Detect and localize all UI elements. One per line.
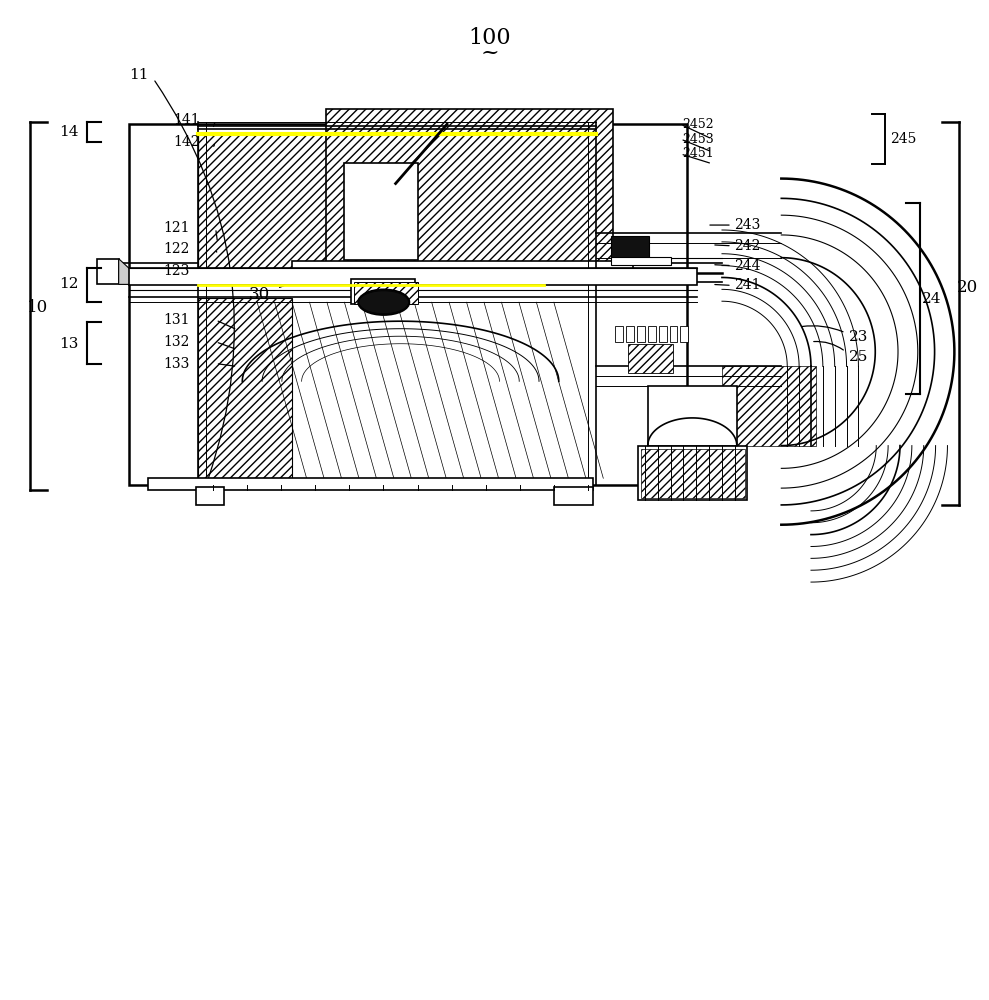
Bar (670, 326, 677, 342)
Text: 20: 20 (956, 279, 978, 296)
Bar (611, 257, 671, 265)
Text: 121: 121 (163, 221, 190, 235)
Bar (542, 134, 596, 268)
Bar (641, 449, 745, 498)
Text: 100: 100 (468, 27, 511, 49)
Bar (129, 268, 697, 285)
Bar (637, 326, 645, 342)
Bar (148, 478, 593, 490)
Bar (680, 326, 688, 342)
Text: 133: 133 (163, 357, 190, 371)
Text: 242: 242 (734, 239, 761, 253)
Bar (354, 282, 418, 304)
Text: 245: 245 (890, 132, 917, 146)
Bar (351, 279, 415, 304)
Text: 13: 13 (59, 337, 79, 351)
Text: 131: 131 (163, 313, 190, 327)
Text: 25: 25 (849, 350, 868, 364)
Bar (198, 134, 539, 268)
Text: 2452: 2452 (682, 118, 714, 131)
Text: 24: 24 (922, 292, 942, 306)
Ellipse shape (359, 291, 408, 314)
Text: 241: 241 (734, 278, 761, 292)
Text: 2451: 2451 (682, 147, 714, 160)
Bar (344, 163, 418, 260)
Polygon shape (119, 259, 146, 284)
Text: 132: 132 (163, 335, 190, 349)
Text: 123: 123 (163, 264, 190, 278)
Bar (611, 236, 649, 258)
Bar (659, 326, 667, 342)
Bar (626, 326, 634, 342)
Bar (129, 124, 687, 485)
Text: 30: 30 (248, 286, 270, 303)
Bar (292, 261, 633, 282)
Text: 2453: 2453 (682, 133, 714, 146)
Bar (554, 487, 593, 505)
Text: 10: 10 (27, 299, 48, 316)
Bar (722, 366, 816, 446)
Bar (628, 344, 673, 373)
Ellipse shape (358, 289, 409, 315)
Text: 244: 244 (734, 259, 761, 273)
Text: 141: 141 (173, 113, 200, 127)
Bar (638, 446, 747, 500)
Bar (615, 326, 623, 342)
Text: 14: 14 (59, 125, 79, 139)
Bar (198, 298, 292, 478)
Bar (648, 326, 656, 342)
Bar (97, 259, 119, 284)
Text: 12: 12 (59, 277, 79, 291)
Bar (196, 487, 224, 505)
Text: 122: 122 (163, 242, 190, 256)
Text: 23: 23 (849, 330, 868, 344)
Bar (648, 386, 737, 446)
Text: 243: 243 (734, 218, 761, 232)
Text: ~: ~ (481, 42, 498, 64)
Text: 11: 11 (129, 68, 148, 82)
Text: 142: 142 (173, 135, 200, 149)
Bar (326, 109, 613, 263)
